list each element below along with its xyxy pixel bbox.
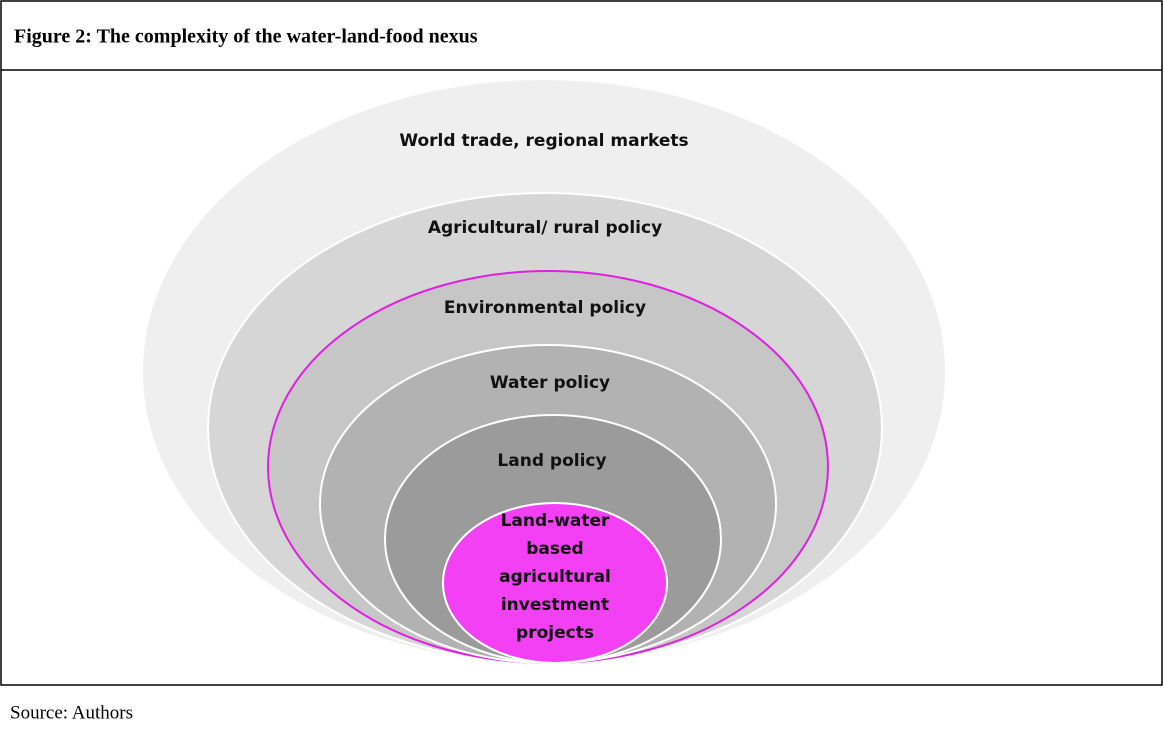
ellipse-projects xyxy=(442,502,668,664)
figure-frame xyxy=(0,0,1163,686)
core-label-line: projects xyxy=(516,623,594,643)
core-label-line: based xyxy=(526,539,583,559)
core-label-line: investment xyxy=(501,595,609,615)
layer-label: World trade, regional markets xyxy=(399,131,688,151)
layer-label: Land policy xyxy=(497,451,606,471)
source-note: Source: Authors xyxy=(10,702,133,723)
layer-label: Environmental policy xyxy=(444,298,646,318)
core-label-line: agricultural xyxy=(499,567,611,587)
layer-label: Agricultural/ rural policy xyxy=(428,218,662,238)
layer-label: Water policy xyxy=(490,373,610,393)
figure-title: Figure 2: The complexity of the water-la… xyxy=(14,26,478,48)
core-label-line: Land-water xyxy=(501,511,610,531)
